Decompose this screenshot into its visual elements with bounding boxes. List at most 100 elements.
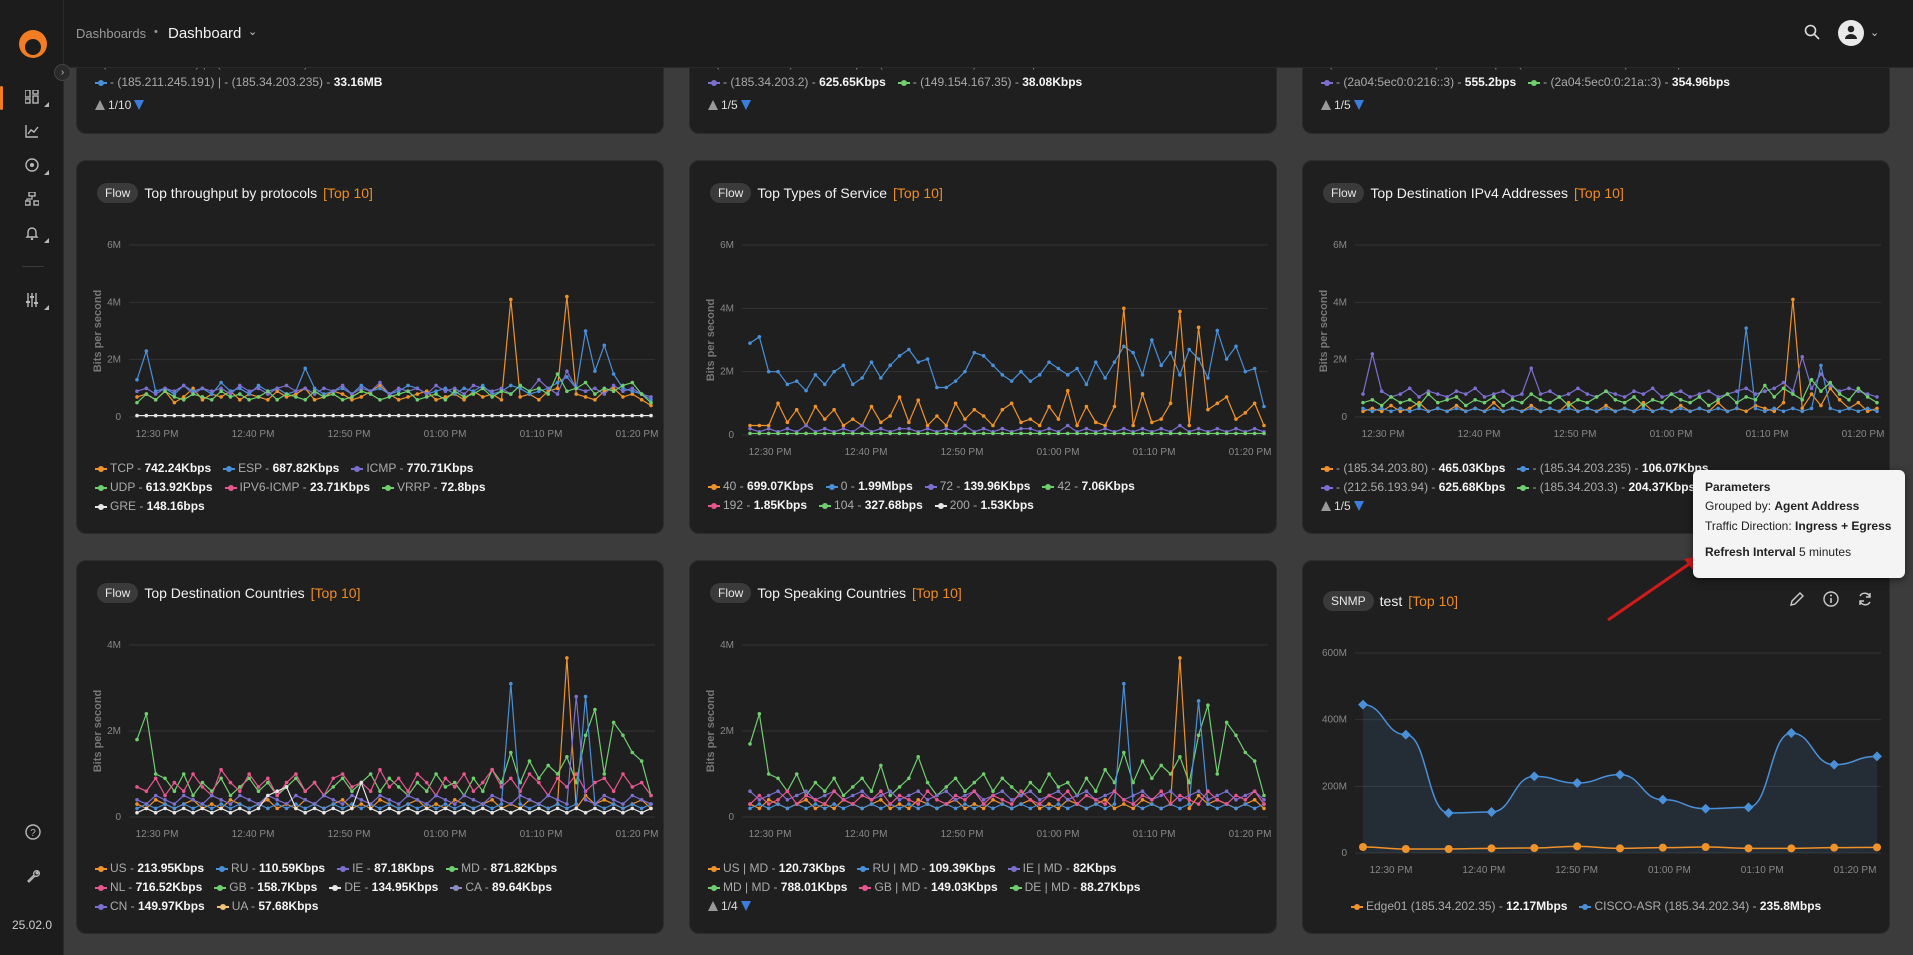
legend-item[interactable]: VRRP - 72.8bps: [382, 478, 486, 497]
data-point: [1370, 398, 1375, 402]
legend-item[interactable]: - (185.34.203.2) - 625.65Kbps: [708, 73, 886, 92]
legend-item[interactable]: - (149.154.167.35) - 38.08Kbps: [897, 73, 1082, 92]
legend-item[interactable]: Edge01 (185.34.202.35) - 12.17Mbps: [1351, 897, 1567, 916]
tools-button[interactable]: [18, 862, 50, 890]
legend-item[interactable]: GB | MD - 149.03Kbps: [859, 878, 998, 897]
legend-item[interactable]: MD | MD - 788.01Kbps: [708, 878, 847, 897]
legend-item[interactable]: CISCO-ASR (185.34.202.34) - 235.8Mbps: [1579, 897, 1821, 916]
data-point: [228, 392, 233, 396]
legend-item[interactable]: 0 - 1.99Mbps: [825, 477, 913, 496]
legend-item[interactable]: NL - 716.52Kbps: [95, 878, 202, 897]
refresh-button[interactable]: [1857, 591, 1875, 609]
data-point: [1000, 373, 1005, 377]
app-logo[interactable]: [19, 30, 47, 58]
chart-snmp-test[interactable]: 0 200M 400M 600M 12:30 PM 12:40 PM 12:50 PM 01:…: [1303, 561, 1890, 891]
sidebar-item-settings[interactable]: [18, 287, 50, 315]
legend-item[interactable]: - (212.56.193.94) - 625.68Kbps: [1321, 478, 1505, 497]
legend-item[interactable]: 72 - 139.96Kbps: [924, 477, 1030, 496]
user-menu-chevron-icon[interactable]: ⌄: [1870, 27, 1880, 39]
sidebar-expand-button[interactable]: ›: [54, 64, 71, 81]
breadcrumb-dashboards[interactable]: Dashboards: [76, 26, 147, 41]
edit-button[interactable]: [1789, 591, 1807, 609]
panel-header: Flow Top Destination Countries [Top 10]: [97, 583, 360, 603]
legend-item[interactable]: GRE - 148.16bps: [95, 497, 205, 516]
page-up-icon[interactable]: [708, 100, 718, 110]
series-line: [749, 683, 1265, 810]
legend-name: RU -: [231, 861, 260, 875]
page-down-icon[interactable]: [740, 100, 751, 110]
data-point: [813, 802, 818, 806]
data-point: [452, 806, 457, 811]
sidebar-item-network[interactable]: [18, 152, 50, 180]
page-up-icon[interactable]: [1321, 100, 1331, 110]
legend-item[interactable]: - (185.34.203.80) - 465.03Kbps: [1321, 459, 1505, 478]
data-point: [509, 776, 513, 781]
sidebar-item-topology[interactable]: [18, 186, 50, 214]
x-tick-label: 12:40 PM: [1462, 865, 1505, 876]
legend-item[interactable]: 104 - 327.68bps: [819, 496, 923, 515]
legend-item[interactable]: 200 - 1.53Kbps: [934, 496, 1034, 515]
data-point: [303, 413, 308, 418]
page-up-icon[interactable]: [708, 901, 718, 911]
info-button[interactable]: [1823, 591, 1841, 609]
data-point: [1786, 728, 1797, 738]
legend-item[interactable]: UDP - 613.92Kbps: [95, 478, 213, 497]
legend-item[interactable]: IE - 87.18Kbps: [337, 859, 434, 878]
sidebar-item-alerts[interactable]: [18, 220, 50, 248]
chart-destination-ipv4[interactable]: 0 2M 4M 6M 12:30 PM 12:40 PM 12:50 PM 01:00 PM 0…: [1303, 161, 1890, 461]
legend-item[interactable]: GB - 158.7Kbps: [214, 878, 317, 897]
legend-item[interactable]: CN - 149.97Kbps: [95, 897, 205, 916]
legend-item[interactable]: IE | MD - 82Kbps: [1007, 859, 1116, 878]
legend-value: 109.39Kbps: [928, 861, 996, 875]
chart-throughput-protocols[interactable]: 0 2M 4M 6M 12:30 PM 12:40 PM 12:50 PM 01:00 PM 0…: [77, 161, 664, 461]
legend-item[interactable]: DE - 134.95Kbps: [329, 878, 438, 897]
page-down-icon[interactable]: [1353, 501, 1364, 511]
chevron-down-icon[interactable]: ⌄: [248, 26, 258, 38]
y-tick-label: 4M: [720, 640, 734, 651]
legend-item[interactable]: RU | MD - 109.39Kbps: [857, 859, 996, 878]
legend-item[interactable]: - (185.34.203.235) - 106.07Kbps: [1517, 459, 1709, 478]
legend-item[interactable]: US - 213.95Kbps: [95, 859, 204, 878]
chart-types-of-service[interactable]: 0 2M 4M 6M 12:30 PM 12:40 PM 12:50 PM 01:00 PM 0…: [690, 161, 1277, 461]
legend-item[interactable]: 192 - 1.85Kbps: [708, 496, 807, 515]
legend-item[interactable]: DE | MD - 88.27Kbps: [1009, 878, 1140, 897]
legend-item[interactable]: RU - 110.59Kbps: [216, 859, 325, 878]
data-point: [804, 793, 808, 798]
data-point: [879, 763, 883, 768]
page-up-icon[interactable]: [95, 100, 105, 110]
legend-item[interactable]: - (2a04:5ec0:0:216::3) - 555.2bps: [1321, 73, 1516, 92]
legend-item[interactable]: ICMP - 770.71Kbps: [351, 459, 473, 478]
breadcrumb-current-dashboard[interactable]: Dashboard: [168, 25, 242, 42]
chart-speaking-countries[interactable]: 0 2M 4M 12:30 PM 12:40 PM 12:50 PM 01:00 PM 01:…: [690, 561, 1277, 861]
legend-item[interactable]: - (2a04:5ec0:0:21a::3) - 354.96bps: [1528, 73, 1730, 92]
page-down-icon[interactable]: [740, 901, 751, 911]
help-button[interactable]: ?: [18, 818, 50, 846]
legend-item[interactable]: MD - 871.82Kbps: [446, 859, 557, 878]
page-down-icon[interactable]: [134, 100, 145, 110]
data-point: [350, 413, 354, 418]
user-avatar[interactable]: [1838, 20, 1864, 46]
search-icon[interactable]: [1804, 24, 1820, 40]
sidebar-item-analytics[interactable]: [18, 118, 50, 146]
page-down-icon[interactable]: [1353, 100, 1364, 110]
x-tick-label: 01:20 PM: [1842, 429, 1885, 440]
data-point: [191, 389, 195, 393]
legend-item[interactable]: 42 - 7.06Kbps: [1042, 477, 1135, 496]
legend-item[interactable]: US | MD - 120.73Kbps: [708, 859, 845, 878]
page-up-icon[interactable]: [1321, 501, 1331, 511]
legend-item[interactable]: - (185.34.203.3) - 204.37Kbps: [1517, 478, 1695, 497]
sidebar-item-dashboards[interactable]: [0, 84, 50, 112]
legend-item[interactable]: TCP - 742.24Kbps: [95, 459, 211, 478]
data-point: [841, 363, 846, 368]
legend-item[interactable]: UA - 57.68Kbps: [216, 897, 318, 916]
chart-destination-countries[interactable]: 0 2M 4M 12:30 PM 12:40 PM 12:50 PM 01:00 PM 01:…: [77, 561, 664, 861]
legend-item[interactable]: - (185.211.245.191) | - (185.34.203.235)…: [95, 73, 382, 92]
data-point: [565, 656, 569, 660]
legend-item[interactable]: IPV6-ICMP - 23.71Kbps: [224, 478, 370, 497]
data-point: [555, 798, 560, 802]
legend-item[interactable]: CA - 89.64Kbps: [450, 878, 552, 897]
data-point: [1538, 398, 1543, 402]
legend-item[interactable]: 40 - 699.07Kbps: [708, 477, 814, 496]
legend-item[interactable]: ESP - 687.82Kbps: [223, 459, 339, 478]
data-point: [991, 363, 995, 368]
